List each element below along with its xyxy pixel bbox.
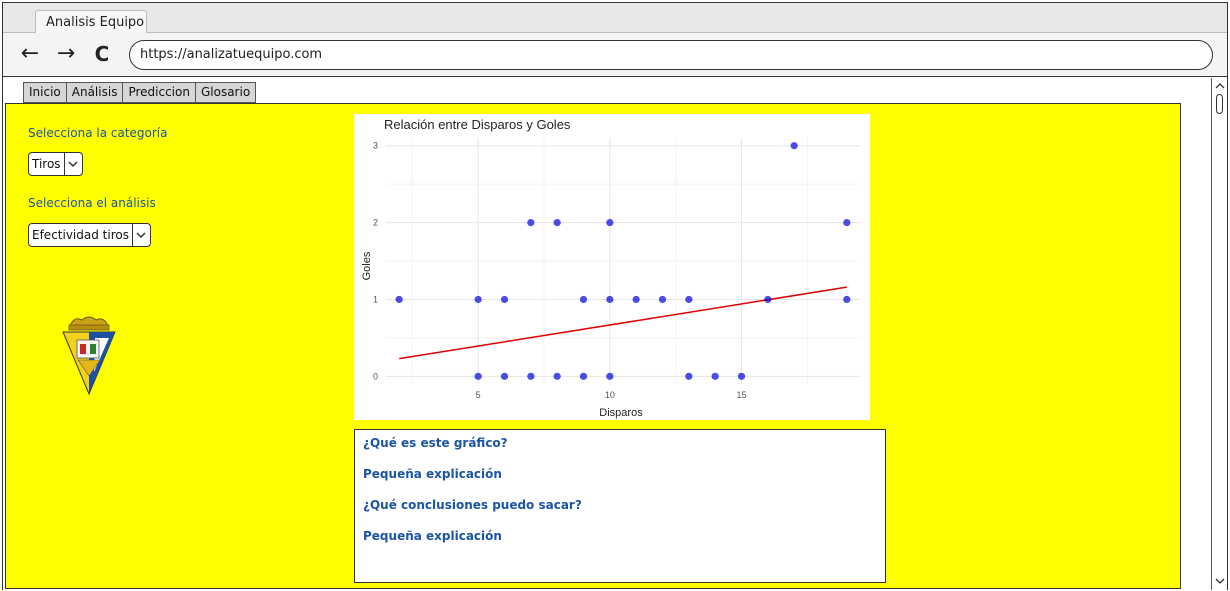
x-axis-label: Disparos — [599, 407, 643, 419]
y-axis-label: Goles — [361, 251, 373, 280]
answer-conclusions: Pequeña explicación — [363, 529, 502, 543]
reload-icon[interactable]: C — [94, 42, 110, 66]
analysis-label: Selecciona el análisis — [28, 196, 156, 210]
data-point — [764, 295, 772, 304]
tab-glosario[interactable]: Glosario — [194, 82, 257, 103]
nav-tabs: Inicio Análisis Prediccion Glosario — [23, 82, 257, 103]
url-bar[interactable]: https://analizatuequipo.com — [129, 40, 1213, 70]
data-point — [500, 295, 509, 304]
team-crest-logo — [62, 316, 116, 396]
y-tick-label: 3 — [373, 141, 378, 151]
data-point — [711, 372, 719, 380]
data-point — [737, 372, 746, 380]
data-point — [527, 372, 535, 380]
trend-line — [399, 286, 847, 360]
chevron-down-icon — [63, 153, 82, 175]
data-point — [579, 372, 588, 380]
content-panel: Selecciona la categoría Tiros Selecciona… — [5, 103, 1181, 589]
data-point — [658, 295, 667, 304]
question-what-chart: ¿Qué es este gráfico? — [363, 436, 508, 450]
data-point — [606, 372, 614, 380]
data-point — [474, 295, 482, 304]
data-point — [632, 295, 640, 304]
data-point — [553, 218, 561, 227]
y-tick-label: 2 — [373, 218, 378, 228]
x-tick-label: 5 — [476, 390, 481, 400]
explanation-box: ¿Qué es este gráfico? Pequeña explicació… — [354, 429, 886, 583]
scroll-thumb[interactable] — [1216, 94, 1223, 114]
question-conclusions: ¿Qué conclusiones puedo sacar? — [363, 498, 582, 512]
data-point — [843, 295, 851, 304]
page-viewport: Inicio Análisis Prediccion Glosario Sele… — [3, 78, 1211, 590]
chart-points — [395, 142, 851, 380]
category-label: Selecciona la categoría — [28, 126, 168, 140]
x-tick-label: 10 — [605, 390, 615, 400]
browser-toolbar: ← → C https://analizatuequipo.com — [3, 33, 1227, 77]
tab-strip: Analisis Equipo — [3, 3, 1227, 34]
y-tick-label: 1 — [373, 294, 378, 304]
data-point — [500, 372, 509, 380]
forward-arrow-icon[interactable]: → — [56, 41, 76, 66]
chart-title: Relación entre Disparos y Goles — [384, 117, 571, 132]
tab-inicio[interactable]: Inicio — [23, 82, 67, 103]
category-select[interactable]: Tiros — [28, 152, 83, 176]
chart-ticks: 5 10 15 0 1 2 3 — [373, 141, 747, 400]
answer-what-chart: Pequeña explicación — [363, 467, 502, 481]
tab-analisis[interactable]: Análisis — [65, 82, 124, 103]
data-point — [685, 372, 693, 380]
scroll-down-icon[interactable] — [1212, 575, 1227, 589]
x-tick-label: 15 — [736, 390, 746, 400]
back-arrow-icon[interactable]: ← — [20, 41, 40, 66]
data-point — [579, 295, 588, 304]
analysis-value: Efectividad tiros — [32, 228, 129, 242]
vertical-scrollbar[interactable] — [1211, 78, 1227, 590]
category-value: Tiros — [32, 157, 61, 171]
data-point — [395, 295, 403, 304]
data-point — [790, 142, 798, 150]
data-point — [606, 295, 614, 304]
data-point — [553, 372, 561, 380]
data-point — [606, 218, 614, 227]
scroll-up-icon[interactable] — [1212, 80, 1227, 94]
data-point — [685, 295, 693, 304]
browser-tab[interactable]: Analisis Equipo — [35, 10, 147, 34]
scatter-chart: Relación entre Disparos y Goles 5 10 15 0 1 2… — [354, 114, 870, 420]
tab-prediccion[interactable]: Prediccion — [122, 82, 196, 103]
data-point — [843, 218, 851, 227]
y-tick-label: 0 — [373, 371, 378, 381]
chevron-down-icon — [131, 224, 150, 246]
chart-grid — [386, 138, 860, 384]
data-point — [474, 372, 482, 380]
analysis-select[interactable]: Efectividad tiros — [28, 223, 151, 247]
data-point — [527, 218, 535, 227]
